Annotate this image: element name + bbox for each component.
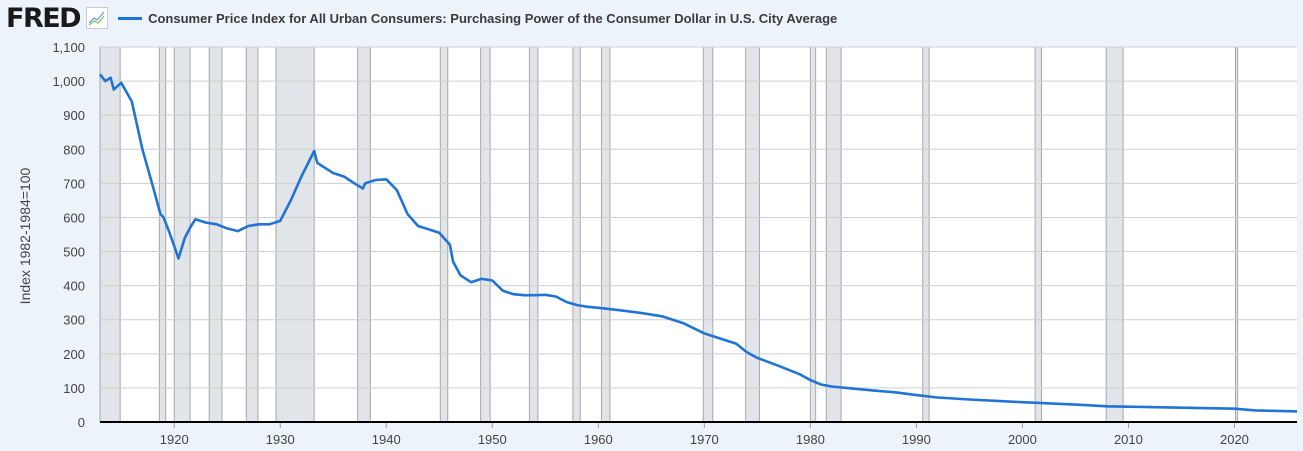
y-tick-label: 0 <box>78 415 85 430</box>
recession-band <box>275 47 315 422</box>
chart-header: FRED Consumer Price Index for All Urban … <box>6 2 838 34</box>
chart-title: Consumer Price Index for All Urban Consu… <box>148 10 838 26</box>
line-chart-icon[interactable] <box>86 7 109 29</box>
legend-swatch <box>118 16 143 20</box>
x-tick-label: 1930 <box>266 432 295 447</box>
y-tick-label: 800 <box>63 142 85 157</box>
recession-band <box>810 47 816 422</box>
recession-band <box>100 47 121 422</box>
recession-band <box>209 47 222 422</box>
recession-band <box>1035 47 1042 422</box>
y-tick-label: 1,100 <box>52 40 85 55</box>
series-line <box>98 73 1298 413</box>
recession-band <box>480 47 491 422</box>
recession-band <box>174 47 191 422</box>
recession-band <box>246 47 258 422</box>
x-tick-label: 1950 <box>478 432 507 447</box>
fred-logo[interactable]: FRED <box>6 2 82 34</box>
x-tick-label: 1990 <box>902 432 931 447</box>
y-tick-label: 1,000 <box>52 74 85 89</box>
recession-band <box>826 47 842 422</box>
y-tick-label: 900 <box>63 108 85 123</box>
y-axis-label: Index 1982-1984=100 <box>17 167 33 304</box>
x-tick-label: 2020 <box>1220 432 1249 447</box>
y-tick-label: 200 <box>63 347 85 362</box>
y-tick-label: 500 <box>63 245 85 260</box>
y-tick-label: 100 <box>63 381 85 396</box>
x-tick-label: 1940 <box>372 432 401 447</box>
recession-band <box>529 47 538 422</box>
recession-band <box>703 47 713 422</box>
recession-band <box>159 47 166 422</box>
recession-band <box>1106 47 1124 422</box>
x-tick-label: 2000 <box>1008 432 1037 447</box>
recession-band <box>745 47 760 422</box>
y-tick-label: 300 <box>63 313 85 328</box>
recession-band <box>922 47 930 422</box>
recession-band <box>1235 47 1238 422</box>
y-tick-label: 400 <box>63 279 85 294</box>
y-tick-label: 600 <box>63 210 85 225</box>
x-tick-label: 1920 <box>160 432 189 447</box>
recession-band <box>601 47 610 422</box>
recession-band <box>440 47 448 422</box>
x-tick-label: 1960 <box>584 432 613 447</box>
recession-band <box>572 47 581 422</box>
x-tick-label: 1970 <box>690 432 719 447</box>
x-tick-label: 1980 <box>796 432 825 447</box>
y-tick-label: 700 <box>63 176 85 191</box>
x-tick-label: 2010 <box>1114 432 1143 447</box>
recession-band <box>357 47 371 422</box>
